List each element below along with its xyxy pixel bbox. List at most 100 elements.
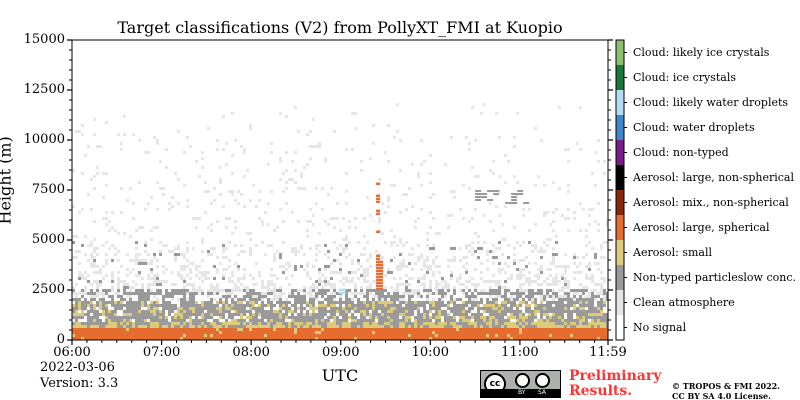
heatmap-cell [201, 166, 204, 169]
heatmap-cell [252, 307, 264, 310]
heatmap-cell [252, 316, 258, 319]
heatmap-cell [72, 322, 75, 325]
heatmap-cell [591, 295, 600, 298]
heatmap-cell [342, 238, 348, 241]
heatmap-cell [246, 316, 252, 319]
heatmap-cell [342, 316, 348, 319]
heatmap-cell [597, 223, 600, 226]
heatmap-cell [357, 307, 372, 310]
heatmap-cell [498, 136, 501, 139]
heatmap-cell [519, 316, 528, 319]
heatmap-cell [357, 259, 360, 262]
heatmap-cell [390, 184, 396, 187]
heatmap-cell [294, 322, 303, 325]
heatmap-cell [249, 238, 252, 241]
heatmap-cell [336, 247, 339, 250]
heatmap-cell [282, 190, 285, 193]
heatmap-cell [453, 289, 456, 292]
heatmap-cell [114, 292, 120, 295]
heatmap-cell [579, 295, 582, 298]
heatmap-cell [279, 304, 282, 307]
heatmap-cell [150, 259, 153, 262]
heatmap-cell [438, 289, 444, 292]
heatmap-cell [486, 250, 489, 253]
heatmap-cell [150, 325, 159, 328]
heatmap-cell [336, 316, 339, 319]
heatmap-cell [558, 298, 573, 301]
heatmap-cell [552, 181, 555, 184]
heatmap-cell [132, 325, 135, 328]
heatmap-cell [318, 337, 354, 340]
heatmap-cell [483, 103, 486, 106]
heatmap-cell [600, 310, 603, 313]
heatmap-cell [597, 268, 600, 271]
heatmap-cell [114, 253, 117, 256]
heatmap-cell [213, 319, 219, 322]
heatmap-cell [297, 220, 300, 223]
heatmap-cell [582, 292, 585, 295]
heatmap-cell [345, 289, 351, 292]
heatmap-cell [222, 331, 294, 334]
heatmap-cell [123, 115, 126, 118]
heatmap-cell [567, 316, 573, 319]
heatmap-cell [531, 322, 555, 325]
heatmap-cell [348, 226, 351, 229]
heatmap-cell [501, 253, 504, 256]
x-tick-label: 09:00 [322, 345, 360, 360]
heatmap-cell [318, 232, 321, 235]
heatmap-cell [156, 313, 165, 316]
heatmap-cell [105, 310, 108, 313]
heatmap-cell [300, 247, 303, 250]
heatmap-cell [405, 301, 408, 304]
heatmap-cell [372, 142, 375, 145]
heatmap-cell [489, 313, 507, 316]
heatmap-cell [339, 304, 342, 307]
heatmap-cell [288, 325, 291, 328]
heatmap-cell [246, 301, 249, 304]
heatmap-cell [456, 298, 462, 301]
heatmap-cell [117, 250, 120, 253]
heatmap-cell [387, 304, 402, 307]
heatmap-cell [153, 313, 156, 316]
heatmap-cell [237, 190, 240, 193]
heatmap-cell [432, 313, 438, 316]
heatmap-cell [438, 310, 441, 313]
heatmap-cell [150, 238, 153, 241]
heatmap-cell [153, 307, 159, 310]
heatmap-cell [201, 259, 204, 262]
heatmap-cell [345, 256, 348, 259]
feature-cell [376, 269, 384, 272]
heatmap-cell [603, 295, 606, 298]
heatmap-cell [585, 274, 588, 277]
heatmap-cell [546, 316, 549, 319]
heatmap-cell [519, 259, 525, 262]
heatmap-cell [249, 247, 252, 250]
heatmap-cell [504, 292, 507, 295]
heatmap-cell [276, 322, 282, 325]
heatmap-cell [399, 313, 405, 316]
heatmap-cell [144, 319, 147, 322]
heatmap-cell [90, 289, 93, 292]
heatmap-cell [147, 262, 153, 265]
copyright-line-2: CC BY SA 4.0 License. [672, 391, 771, 400]
heatmap-cell [567, 190, 570, 193]
heatmap-cell [525, 307, 531, 310]
heatmap-cell [399, 238, 402, 241]
colorbar-segment [616, 215, 624, 240]
heatmap-cell [102, 265, 105, 268]
heatmap-cell [216, 139, 219, 142]
heatmap-cell [528, 316, 537, 319]
heatmap-cell [72, 337, 81, 340]
heatmap-cell [84, 313, 90, 316]
heatmap-cell [324, 253, 327, 256]
heatmap-cell [387, 268, 390, 271]
heatmap-cell [204, 304, 219, 307]
feature-cell [376, 230, 381, 233]
heatmap-cell [135, 289, 144, 292]
heatmap-cell [267, 244, 273, 247]
heatmap-cell [504, 154, 507, 157]
heatmap-cell [360, 265, 363, 268]
heatmap-cell [435, 232, 441, 235]
heatmap-cell [297, 313, 303, 316]
heatmap-cell [339, 313, 348, 316]
